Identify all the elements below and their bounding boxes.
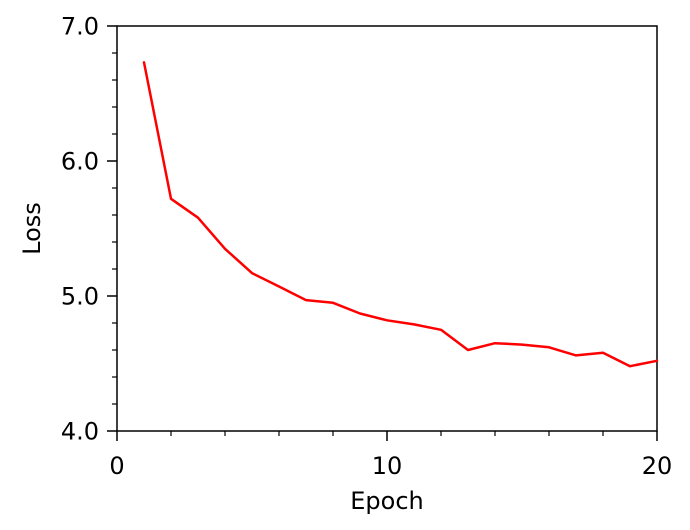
plot-frame: [116, 25, 658, 432]
x-tick-label: 0: [109, 452, 124, 480]
x-tick-label: 20: [642, 452, 673, 480]
x-axis: 0 10 20: [109, 431, 672, 480]
y-tick-label: 7.0: [61, 13, 99, 41]
x-axis-title: Epoch: [350, 487, 424, 515]
y-axis-title: Loss: [18, 202, 46, 255]
loss-line: [142, 61, 659, 368]
x-tick-label: 10: [372, 452, 403, 480]
y-axis: 4.0 5.0 6.0 7.0: [61, 13, 117, 446]
y-tick-label: 6.0: [61, 148, 99, 176]
y-tick-label: 4.0: [61, 418, 99, 446]
y-tick-label: 5.0: [61, 283, 99, 311]
